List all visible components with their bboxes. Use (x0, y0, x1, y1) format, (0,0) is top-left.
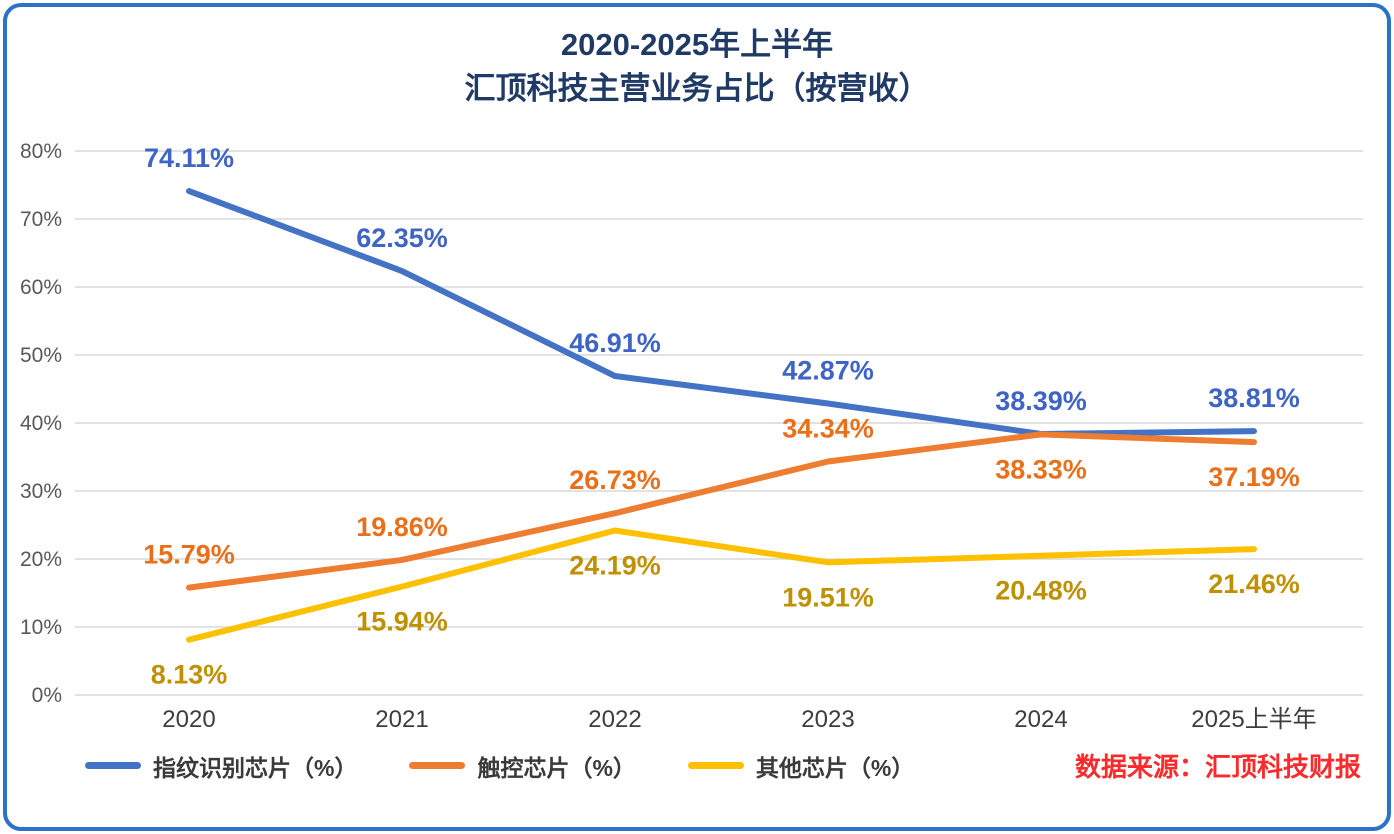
y-axis-tick-label: 70% (20, 208, 62, 231)
data-label: 15.79% (143, 540, 235, 570)
data-label: 26.73% (569, 465, 661, 495)
data-label: 24.19% (569, 551, 661, 581)
series-line (186, 527, 1257, 643)
series-line (186, 431, 1257, 591)
y-axis-tick-label: 40% (20, 412, 62, 435)
data-label: 37.19% (1208, 462, 1300, 492)
legend-item: 触控芯片（%） (409, 749, 636, 783)
legend-item: 其他芯片（%） (687, 749, 915, 783)
chart-footer: 指纹识别芯片（%） 触控芯片（%） 其他芯片（%） 数据来源：汇顶科技财报 (7, 735, 1387, 784)
data-label: 74.11% (144, 143, 234, 173)
legend-line-swatch (687, 762, 744, 770)
y-axis-tick-label: 50% (20, 344, 62, 367)
y-axis-tick-label: 10% (20, 616, 62, 639)
y-axis-tick-label: 0% (32, 684, 62, 707)
data-label: 62.35% (356, 223, 448, 253)
chart-title-line2: 汇顶科技主营业务占比（按营收） (464, 71, 930, 107)
data-label: 20.48% (995, 576, 1087, 606)
chart-title: 2020-2025年上半年 汇顶科技主营业务占比（按营收） (7, 7, 1387, 111)
data-source-note: 数据来源：汇顶科技财报 (1074, 752, 1361, 783)
x-axis-tick-label: 2024 (1014, 706, 1067, 733)
x-axis-tick-label: 2021 (375, 706, 428, 733)
x-axis-tick-label: 2020 (162, 706, 215, 733)
y-axis-tick-label: 80% (20, 140, 62, 163)
data-label: 8.13% (151, 660, 228, 690)
x-axis-tick-label: 2022 (588, 706, 641, 733)
series-line (186, 188, 1257, 437)
y-axis-tick-label: 60% (20, 276, 62, 299)
data-label: 19.51% (782, 582, 874, 612)
data-label: 21.46% (1208, 569, 1300, 599)
legend-line-swatch (85, 762, 141, 770)
legend-label: 指纹识别芯片（%） (153, 754, 358, 781)
data-label: 34.34% (782, 414, 874, 444)
data-label: 38.33% (995, 454, 1087, 484)
chart-frame: 2020-2025年上半年 汇顶科技主营业务占比（按营收） 0% 10% 20% 30… (3, 3, 1391, 831)
legend-label: 其他芯片（%） (755, 754, 915, 781)
x-axis-tick-label: 2025上半年 (1191, 706, 1316, 733)
legend-label: 触控芯片（%） (477, 754, 636, 781)
data-label: 15.94% (356, 607, 448, 637)
data-label: 38.81% (1208, 383, 1300, 413)
x-axis-tick-label: 2023 (801, 706, 854, 733)
legend-item: 指纹识别芯片（%） (85, 749, 357, 783)
y-axis-tick-label: 30% (20, 480, 62, 503)
chart-title-line1: 2020-2025年上半年 (560, 27, 834, 62)
data-label: 42.87% (782, 356, 874, 386)
legend: 指纹识别芯片（%） 触控芯片（%） 其他芯片（%） (85, 749, 914, 783)
line-chart-plot: 0% 10% 20% 30% 40% 50% 60% 70% 80% 2020 2021 2022 20… (20, 140, 1363, 733)
data-label: 46.91% (569, 328, 661, 358)
data-label: 19.86% (356, 512, 448, 542)
data-label: 38.39% (995, 386, 1087, 416)
legend-line-swatch (409, 762, 466, 770)
y-axis-tick-label: 20% (20, 548, 62, 571)
